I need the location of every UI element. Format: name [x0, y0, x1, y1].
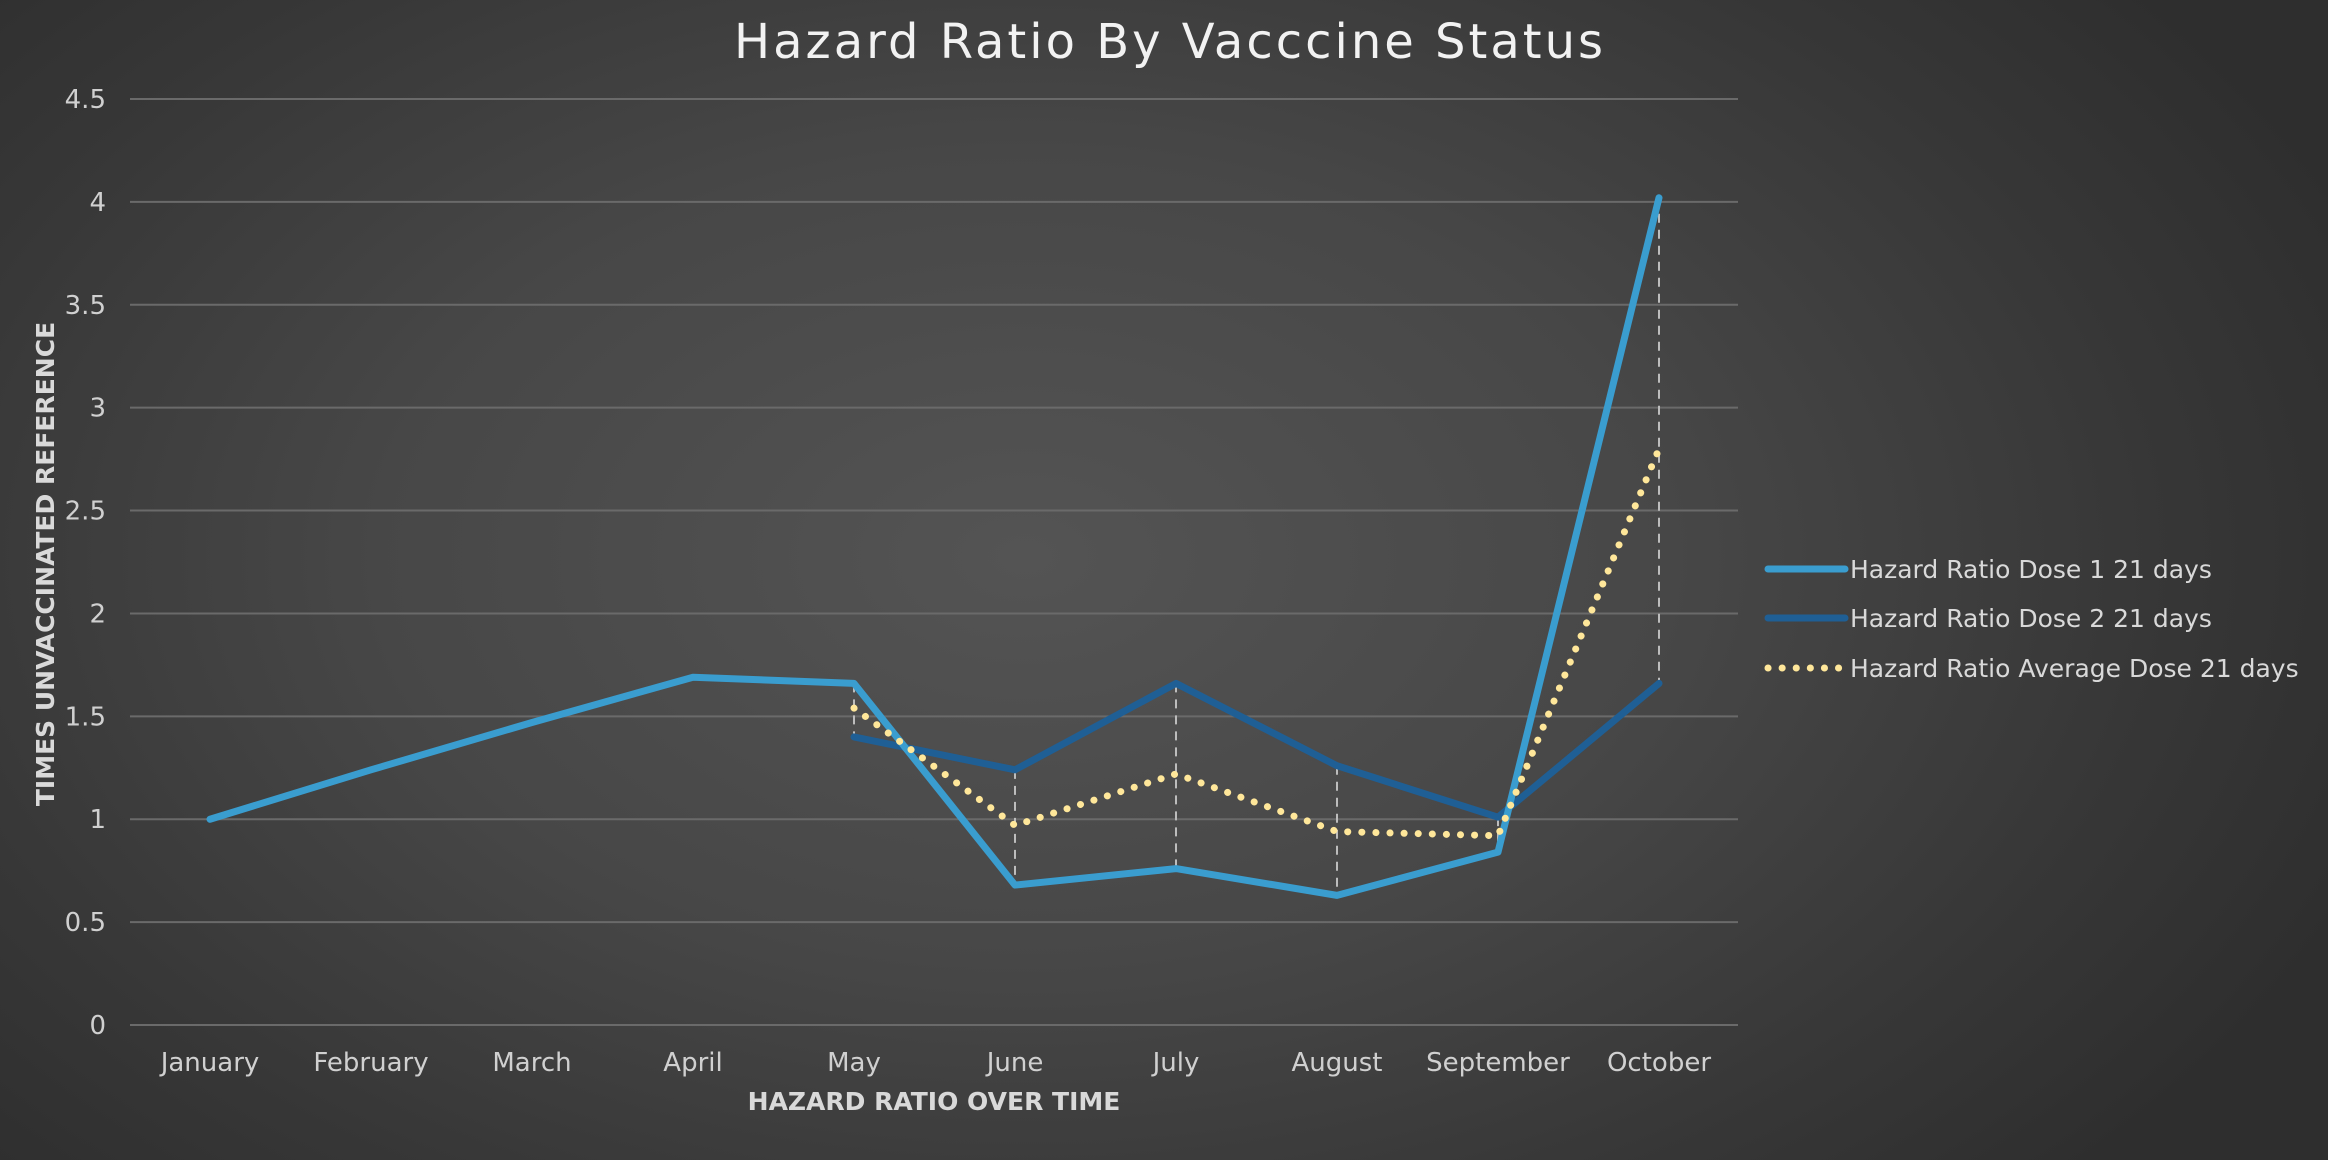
y-axis-title: TIMES UNVACCINATED REFERENCE [31, 322, 60, 806]
chart-title: Hazard Ratio By Vacccine Status [734, 14, 1606, 70]
y-tick-label: 3.5 [65, 291, 106, 321]
legend: Hazard Ratio Dose 1 21 days Hazard Ratio … [1764, 555, 2299, 683]
y-tick-label: 1 [89, 805, 106, 835]
x-tick-label: June [985, 1048, 1044, 1078]
series-line-3 [850, 445, 1663, 840]
x-axis-ticks: January February March April May June July Augu… [159, 1048, 1712, 1078]
y-tick-label: 3 [89, 394, 106, 424]
drop-lines [853, 197, 1660, 896]
y-tick-label: 0.5 [65, 908, 106, 938]
x-tick-label: July [1151, 1048, 1200, 1078]
y-tick-label: 2 [89, 599, 106, 629]
x-tick-label: October [1607, 1048, 1711, 1078]
x-axis-title: HAZARD RATIO OVER TIME [748, 1087, 1121, 1116]
x-tick-label: May [827, 1048, 881, 1078]
x-tick-label: August [1292, 1048, 1383, 1078]
y-tick-label: 4.5 [65, 85, 106, 115]
gridlines [130, 98, 1738, 1026]
series-lines [206, 194, 1663, 899]
legend-label-2: Hazard Ratio Dose 2 21 days [1850, 604, 2212, 633]
x-tick-label: February [313, 1048, 428, 1078]
x-tick-label: March [492, 1048, 571, 1078]
y-tick-label: 4 [89, 188, 106, 218]
y-tick-label: 0 [89, 1011, 106, 1041]
y-tick-label: 1.5 [65, 702, 106, 732]
legend-label-1: Hazard Ratio Dose 1 21 days [1850, 555, 2212, 584]
y-tick-label: 2.5 [65, 497, 106, 527]
x-tick-label: January [159, 1048, 260, 1078]
x-tick-label: September [1426, 1048, 1570, 1078]
legend-label-3: Hazard Ratio Average Dose 21 days [1850, 654, 2299, 683]
series-line-1 [206, 194, 1663, 899]
series-line-2 [850, 679, 1663, 821]
y-axis-ticks: 0 0.5 1 1.5 2 2.5 3 3.5 4 4.5 [65, 85, 106, 1041]
x-tick-label: April [663, 1048, 722, 1078]
